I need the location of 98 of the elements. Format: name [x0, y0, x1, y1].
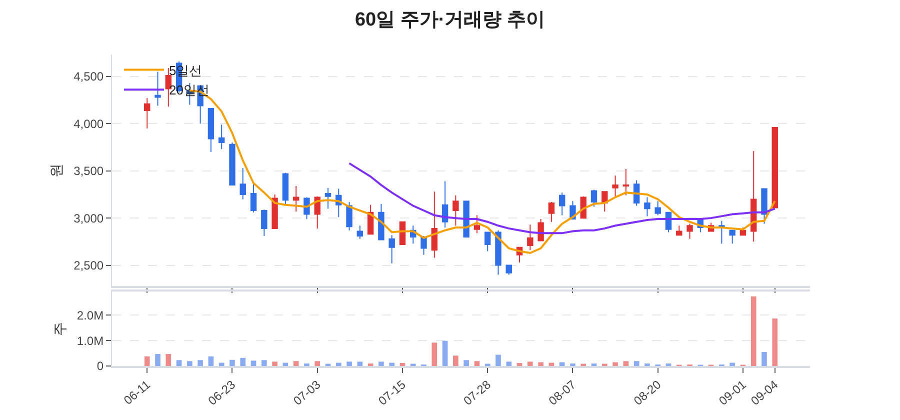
bar — [314, 361, 320, 366]
bar — [357, 362, 363, 366]
candlestick — [612, 175, 618, 198]
candlestick — [622, 168, 630, 196]
candlestick — [686, 223, 693, 240]
bar — [496, 354, 501, 366]
bar — [612, 362, 618, 366]
candlestick — [250, 184, 257, 213]
candlestick — [282, 172, 289, 206]
bar — [155, 354, 160, 366]
candlestick — [484, 232, 491, 252]
candlestick — [654, 200, 661, 216]
y-tick-label: 1.0M — [76, 334, 104, 348]
line-series — [348, 162, 776, 234]
candlestick — [442, 180, 448, 228]
bar — [368, 363, 374, 366]
candlestick — [420, 236, 427, 256]
bar — [262, 360, 267, 366]
candlestick — [527, 224, 534, 251]
candlestick — [208, 108, 214, 152]
candlestick — [772, 126, 778, 208]
y-tick-label: 3,000 — [74, 211, 104, 226]
candlestick — [378, 203, 384, 240]
bar — [304, 363, 310, 366]
candlestick — [356, 225, 364, 240]
candlestick — [761, 188, 768, 224]
bar — [250, 360, 256, 366]
bar — [208, 356, 214, 366]
bar — [442, 340, 448, 366]
bar — [548, 362, 554, 366]
bar — [772, 318, 778, 366]
candlestick — [261, 209, 268, 237]
candlestick — [292, 185, 300, 212]
bar — [464, 360, 469, 366]
candlestick — [506, 264, 512, 276]
y-tick-label: 4,500 — [74, 70, 104, 84]
candlestick — [676, 225, 682, 236]
candlestick — [431, 191, 438, 258]
bar — [453, 356, 458, 366]
bar — [559, 362, 565, 366]
bar — [666, 363, 672, 366]
bar — [336, 362, 342, 366]
bar — [750, 296, 756, 366]
candlestick — [548, 202, 555, 222]
candlestick — [590, 189, 598, 208]
bar — [218, 362, 224, 366]
bar — [538, 362, 544, 366]
candlestick — [718, 220, 725, 244]
bar — [346, 362, 352, 366]
bar — [230, 360, 235, 366]
candlestick — [558, 192, 566, 216]
bar — [730, 362, 735, 366]
bar — [187, 361, 192, 366]
bar — [623, 361, 629, 366]
bar — [166, 354, 172, 366]
candlestick — [346, 202, 352, 231]
candlestick — [272, 194, 278, 229]
bar — [516, 362, 522, 366]
bar — [282, 362, 288, 366]
bar — [634, 361, 640, 366]
candlestick — [240, 168, 246, 200]
bar — [474, 361, 480, 366]
candlestick — [218, 124, 225, 150]
chart-title: 60일 주가·거래량 추이 — [354, 10, 546, 31]
bar — [432, 342, 438, 366]
candlestick — [144, 98, 150, 129]
y-axis-title: 원 — [48, 163, 64, 178]
bar — [506, 362, 512, 366]
bar — [272, 362, 278, 366]
bar — [293, 361, 299, 366]
bar — [644, 363, 650, 366]
candlestick — [165, 67, 172, 108]
bar — [762, 352, 767, 366]
bar — [176, 360, 182, 366]
candlestick — [229, 142, 236, 186]
candlestick — [474, 214, 480, 234]
y-tick-label: 2,500 — [74, 258, 104, 272]
bar — [591, 363, 597, 366]
candlestick — [495, 230, 502, 276]
bar — [528, 362, 533, 366]
bar — [144, 356, 150, 366]
candlestick — [154, 71, 161, 106]
bar — [378, 362, 384, 366]
candlestick — [452, 194, 459, 226]
bar — [570, 363, 576, 366]
y-tick-label: 4,000 — [74, 116, 104, 131]
candlestick — [324, 187, 332, 210]
candlestick — [644, 196, 650, 217]
y-tick-label: 0 — [96, 359, 104, 374]
bar — [389, 362, 394, 366]
y-axis-title: 주 — [52, 322, 68, 336]
bar — [240, 358, 246, 366]
candlestick — [388, 234, 395, 264]
candlestick — [729, 230, 736, 244]
bar — [198, 360, 203, 366]
y-tick-label: 3,500 — [74, 164, 104, 178]
bar — [400, 362, 406, 366]
y-tick-label: 2.0M — [76, 308, 104, 322]
